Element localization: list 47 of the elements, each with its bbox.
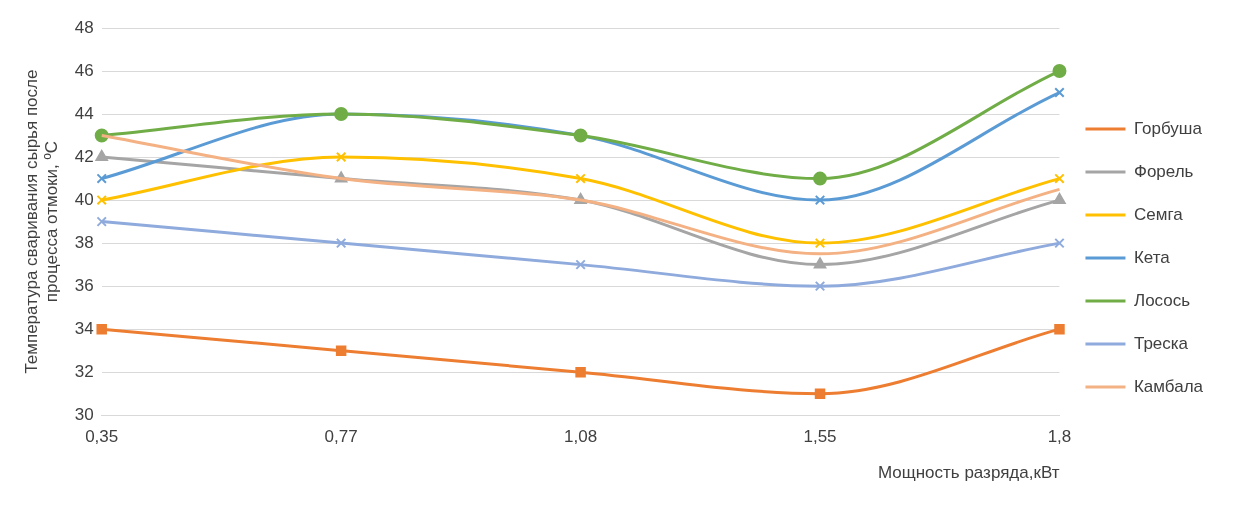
point [814,237,826,249]
y-tick-label: 36 [74,275,94,295]
point [575,173,586,184]
point [575,366,586,378]
point [95,150,108,162]
legend-label: Форель [1133,161,1194,181]
point [1054,237,1065,249]
point [1052,64,1067,79]
y-tick-label: 48 [74,17,94,37]
x-tick-label: 1,08 [564,427,598,447]
point [96,173,107,184]
y-tick-label: 46 [74,60,94,80]
legend-label: Камбала [1133,376,1204,396]
x-axis-title: Мощность разряда,кВт [877,463,1060,483]
x-tick-label: 0,77 [324,427,358,447]
legend-label: Семга [1133,204,1184,224]
legend-label: Треска [1133,333,1189,353]
point [575,259,586,270]
point [814,194,826,206]
point [1054,323,1065,335]
y-tick-label: 38 [74,232,94,252]
legend-label: Горбуша [1133,118,1203,138]
point [96,216,107,227]
point [96,194,107,206]
point [813,171,828,186]
point [813,257,827,269]
point [814,388,826,399]
point [335,151,347,163]
point [814,280,826,292]
x-tick-label: 1,8 [1047,427,1072,447]
point [1054,173,1065,184]
y-tick-label: 40 [74,189,94,209]
legend-label: Кета [1133,247,1171,267]
point [96,323,107,335]
point [335,345,347,356]
x-tick-label: 0,35 [85,427,119,447]
y-tick-label: 34 [74,318,94,338]
y-tick-label: 42 [74,146,94,166]
y-tick-label: 30 [74,404,94,424]
legend-label: Лосось [1133,290,1191,310]
y-axis-title: Температура сваривания сырья после процесса отмоки, ºC [21,69,62,374]
y-tick-label: 32 [74,361,94,381]
x-tick-label: 1,55 [803,427,837,447]
point [1053,193,1066,205]
y-tick-label: 44 [74,103,94,123]
point [1054,87,1065,98]
point [335,237,347,249]
